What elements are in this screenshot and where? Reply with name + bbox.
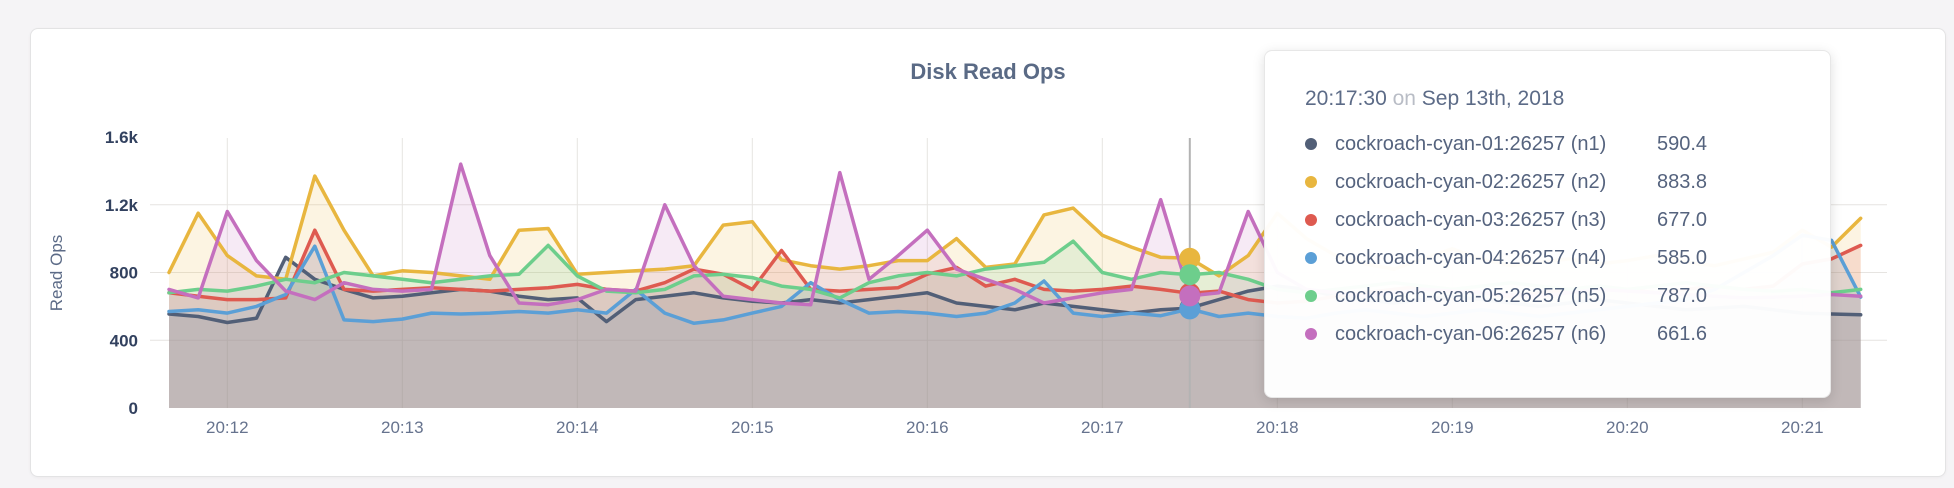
x-tick-label: 20:19 [1431,418,1474,437]
series-color-dot [1305,214,1317,226]
highlight-dot [1179,247,1201,269]
y-tick-label: 800 [110,264,138,283]
highlight-dot [1179,285,1201,307]
y-tick-label: 0 [129,399,138,418]
series-value: 585.0 [1657,246,1708,269]
tooltip-time: 20:17:30 [1305,87,1387,110]
x-tick-label: 20:15 [731,418,774,437]
tooltip-row: cockroach-cyan-01:26257 (n1) 590.4 [1305,125,1806,163]
series-value: 883.8 [1657,170,1708,193]
tooltip-header: 20:17:30 on Sep 13th, 2018 [1305,87,1806,111]
chart-title: Disk Read Ops [910,59,1066,84]
series-value: 590.4 [1657,132,1708,155]
tooltip-row: cockroach-cyan-06:26257 (n6) 661.6 [1305,315,1806,353]
series-color-dot [1305,176,1317,188]
highlight-dots [1179,247,1201,320]
series-name: cockroach-cyan-06:26257 (n6) [1335,322,1607,345]
tooltip-date: Sep 13th, 2018 [1421,87,1565,110]
x-tick-label: 20:21 [1781,418,1824,437]
series-color-dot [1305,290,1317,302]
x-axis-ticks: 20:12 20:13 20:14 20:15 20:16 20:17 20:18 20:19… [206,418,1824,437]
series-color-dot [1305,252,1317,264]
y-tick-label: 1.2k [105,196,139,215]
x-tick-label: 20:16 [906,418,949,437]
y-tick-label: 1.6k [105,128,139,147]
x-tick-label: 20:14 [556,418,599,437]
series-value: 787.0 [1657,284,1708,307]
series-name: cockroach-cyan-02:26257 (n2) [1335,170,1607,193]
series-color-dot [1305,328,1317,340]
chart-tooltip: 20:17:30 on Sep 13th, 2018 cockroach-cya… [1264,50,1831,398]
tooltip-rows: cockroach-cyan-01:26257 (n1) 590.4 cockroa… [1305,125,1806,353]
x-tick-label: 20:18 [1256,418,1299,437]
y-axis-ticks: 0 400 800 1.2k 1.6k [105,128,139,418]
series-name: cockroach-cyan-05:26257 (n5) [1335,284,1607,307]
x-tick-label: 20:12 [206,418,249,437]
x-tick-label: 20:17 [1081,418,1124,437]
highlight-dot [1179,264,1201,286]
series-name: cockroach-cyan-04:26257 (n4) [1335,246,1607,269]
tooltip-on-word: on [1392,87,1416,110]
series-value: 661.6 [1657,322,1708,345]
tooltip-row: cockroach-cyan-05:26257 (n5) 787.0 [1305,277,1806,315]
tooltip-row: cockroach-cyan-04:26257 (n4) 585.0 [1305,239,1806,277]
x-tick-label: 20:13 [381,418,424,437]
series-value: 677.0 [1657,208,1708,231]
series-color-dot [1305,138,1317,150]
series-name: cockroach-cyan-01:26257 (n1) [1335,132,1607,155]
y-tick-label: 400 [110,331,138,350]
tooltip-row: cockroach-cyan-03:26257 (n3) 677.0 [1305,201,1806,239]
tooltip-row: cockroach-cyan-02:26257 (n2) 883.8 [1305,163,1806,201]
series-name: cockroach-cyan-03:26257 (n3) [1335,208,1607,231]
x-tick-label: 20:20 [1606,418,1649,437]
